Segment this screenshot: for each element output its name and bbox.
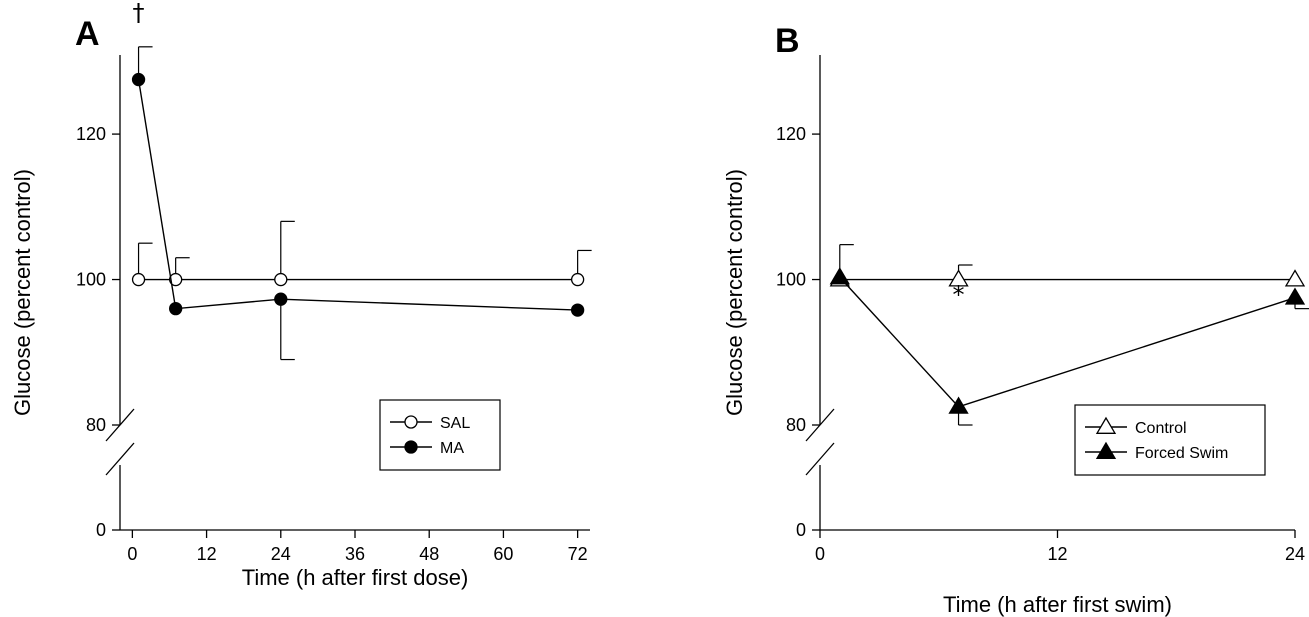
data-point [169,272,183,287]
x-tick-label: 12 [1047,544,1067,564]
y-tick-label: 100 [76,270,106,290]
y-tick-label: 100 [776,270,806,290]
x-tick-label: 0 [127,544,137,564]
legend: Control Forced Swim [1074,404,1266,476]
data-point [274,272,288,287]
series-ma [131,46,585,361]
data-point [274,292,288,306]
data-point [829,267,850,285]
y-tick-label: 120 [76,124,106,144]
x-axis-title: Time (h after first swim) [943,592,1172,617]
data-point [948,396,969,414]
series-control [829,264,1306,287]
series-line [839,276,1296,408]
panel-label: A [75,15,100,53]
y-tick-label: 0 [796,520,806,540]
annotation: † [133,0,145,26]
data-point [131,72,146,87]
y-axis-title: Glucose (percent control) [10,169,35,416]
y-axis-title: Glucose (percent control) [722,169,747,416]
series-sal [131,220,592,287]
data-point [1284,269,1306,287]
data-point [570,272,585,287]
y-tick-label: 80 [786,415,806,435]
chart-panel-a: A 0 80 100 120 0 12 24 36 48 60 72 Time (h after fir… [10,0,592,590]
y-tick-label: 80 [86,415,106,435]
data-point [1284,287,1306,305]
legend: SAL MA [379,399,501,471]
x-tick-label: 36 [345,544,365,564]
legend-label: Control [1135,420,1187,437]
x-tick-label: 72 [568,544,588,564]
legend-marker [1095,441,1117,459]
x-tick-label: 24 [1285,544,1305,564]
legend-label: MA [440,440,464,457]
legend-label: Forced Swim [1135,445,1228,462]
legend-box [379,399,501,471]
chart-panel-b: B 0 80 100 120 0 12 24 Time (h after first swim)… [722,22,1309,617]
x-tick-label: 24 [271,544,291,564]
x-tick-label: 0 [815,544,825,564]
annotation: * [953,281,965,309]
axis-break-mark [805,442,835,476]
legend-marker [1095,416,1117,434]
y-tick-label: 120 [776,124,806,144]
x-tick-label: 60 [493,544,513,564]
data-point [169,301,183,316]
series-forced-swim [829,244,1309,426]
data-point [131,272,146,287]
data-point [570,303,585,317]
x-axis-title: Time (h after first dose) [242,565,469,590]
legend-marker [404,415,418,429]
legend-marker [404,440,418,454]
panel-label: B [775,22,800,60]
legend-label: SAL [440,415,470,432]
x-tick-label: 48 [419,544,439,564]
series-line [137,79,578,311]
x-tick-label: 12 [197,544,217,564]
axis-break-mark [105,442,135,476]
legend-box [1074,404,1266,476]
data-point [948,269,969,287]
y-tick-label: 0 [96,520,106,540]
